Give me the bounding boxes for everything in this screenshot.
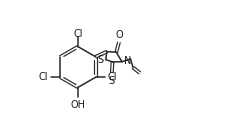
Text: Cl: Cl xyxy=(74,29,84,39)
Text: Cl: Cl xyxy=(39,72,48,82)
Text: Cl: Cl xyxy=(107,72,117,82)
Text: S: S xyxy=(97,55,103,65)
Text: O: O xyxy=(115,29,123,40)
Text: N: N xyxy=(123,56,131,66)
Text: OH: OH xyxy=(71,100,86,110)
Text: S: S xyxy=(109,76,115,86)
